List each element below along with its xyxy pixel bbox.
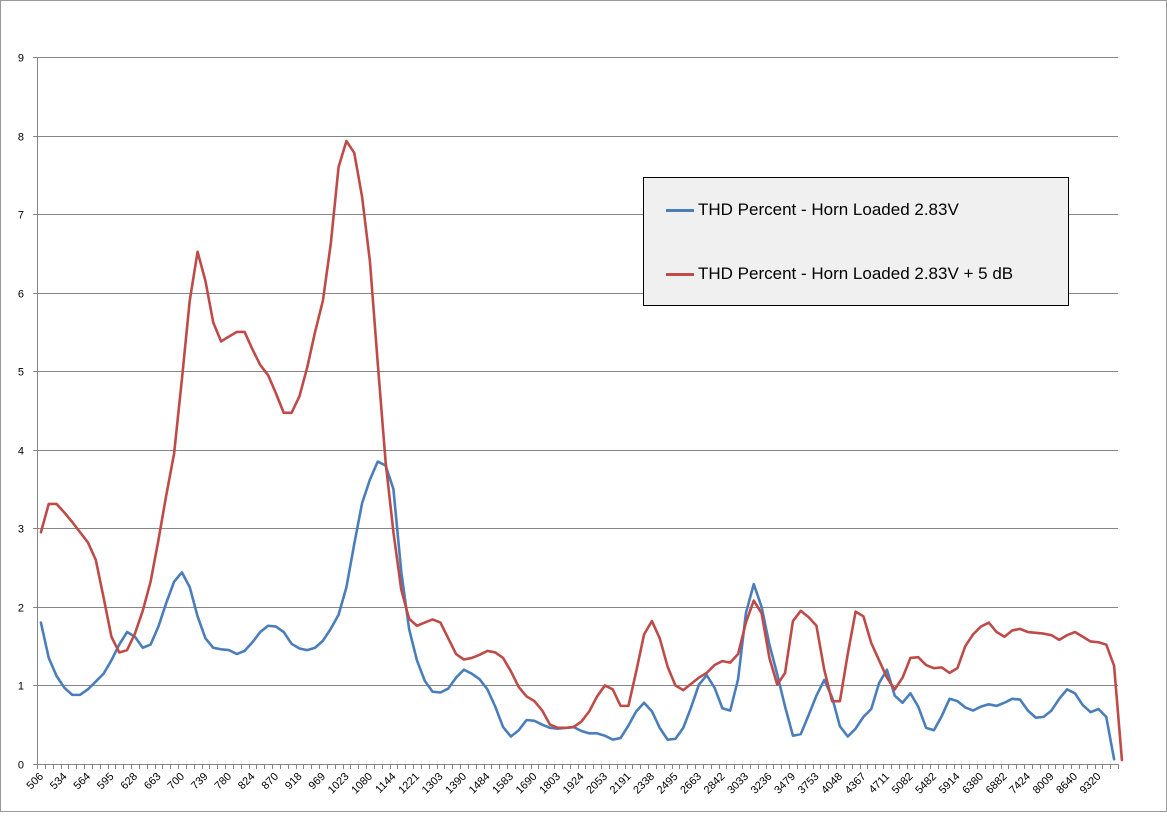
legend-label-series-2: THD Percent - Horn Loaded 2.83V + 5 dB: [698, 264, 1014, 283]
chart-legend: THD Percent - Horn Loaded 2.83V THD Perc…: [643, 177, 1069, 306]
legend-label-series-1: THD Percent - Horn Loaded 2.83V: [698, 200, 959, 219]
series-line-1: [39, 460, 1116, 761]
y-tick-label: 4: [18, 446, 24, 458]
y-axis-tick-labels: 0 1 2 3 4 5 6 7 8 9: [18, 53, 24, 772]
legend-entry-series-1: THD Percent - Horn Loaded 2.83V: [666, 200, 959, 220]
axes: [33, 57, 1119, 769]
series-lines: [39, 139, 1124, 762]
y-tick-label: 1: [18, 681, 24, 693]
y-tick-label: 0: [18, 760, 24, 772]
y-tick-label: 7: [18, 210, 24, 222]
gridlines: [37, 57, 1118, 686]
y-tick-label: 9: [18, 53, 24, 65]
y-tick-label: 8: [18, 132, 24, 144]
y-tick-label: 6: [18, 289, 24, 301]
y-tick-label: 2: [18, 603, 24, 615]
y-tick-label: 3: [18, 524, 24, 536]
series-line-2: [39, 139, 1124, 762]
legend-entry-series-2: THD Percent - Horn Loaded 2.83V + 5 dB: [666, 264, 1013, 284]
legend-swatch-series-1: [666, 208, 694, 212]
y-tick-label: 5: [18, 367, 24, 379]
legend-swatch-series-2: [666, 272, 694, 276]
